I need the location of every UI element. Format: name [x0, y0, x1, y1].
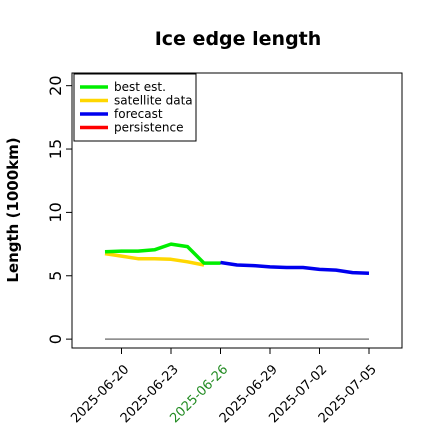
series-line-satellite-data — [104, 251, 205, 267]
y-tick-label: 20 — [46, 75, 65, 95]
y-tick-label: 15 — [46, 139, 65, 159]
legend-label: persistence — [114, 121, 183, 135]
legend-label: best est. — [114, 80, 166, 94]
y-tick-label: 0 — [46, 334, 65, 344]
series-line-forecast — [220, 260, 370, 275]
legend-label: forecast — [114, 107, 163, 121]
y-axis-label: Length (1000km) — [4, 137, 22, 282]
plot-area-frame — [71, 72, 403, 349]
x-axis: 2025-06-202025-06-232025-06-262025-06-29… — [68, 348, 380, 426]
y-tick-label: 5 — [46, 271, 65, 281]
chart-title: Ice edge length — [155, 28, 322, 50]
y-axis: 0 5 10 15 20 — [46, 75, 72, 344]
legend-box — [73, 73, 197, 142]
series-line-best-est — [104, 242, 221, 265]
legend-label: satellite data — [114, 94, 193, 108]
y-tick-label: 10 — [46, 202, 65, 222]
legend: best est.satellite dataforecastpersisten… — [73, 73, 197, 142]
series-group — [104, 242, 370, 275]
